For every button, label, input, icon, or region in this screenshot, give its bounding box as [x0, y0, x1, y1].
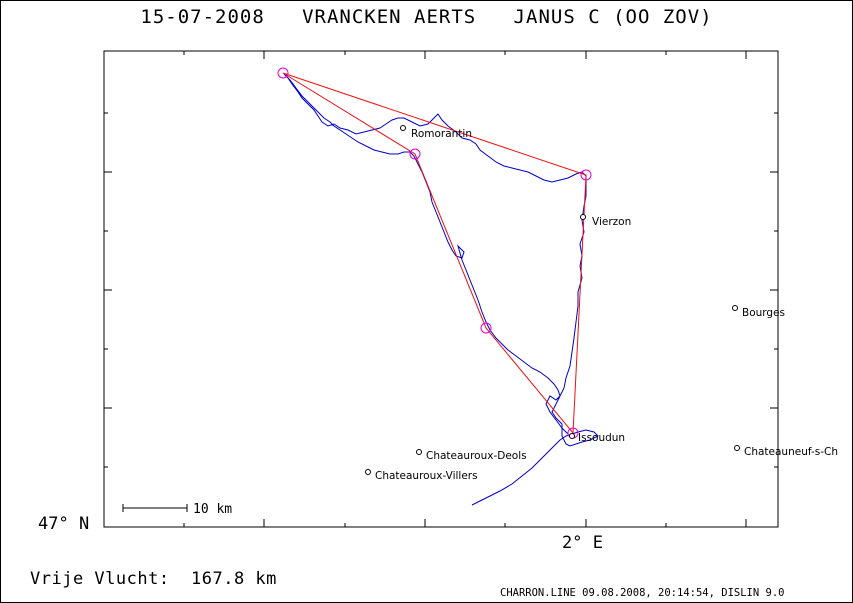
- city-label: Chateauneuf-s-Ch: [744, 446, 838, 458]
- plot-frame: [103, 50, 779, 528]
- city-label: Romorantin: [411, 128, 472, 140]
- city-marker: [365, 469, 371, 475]
- task-route: [282, 72, 587, 435]
- longitude-label: 2° E: [562, 533, 603, 553]
- city-marker: [734, 445, 740, 451]
- turnpoint-marker: [480, 322, 492, 334]
- city-marker: [416, 449, 422, 455]
- city-label: Issoudun: [578, 432, 625, 444]
- footer-credits: CHARRON.LINE 09.08.2008, 20:14:54, DISLI…: [500, 587, 785, 599]
- city-markers: [365, 125, 740, 475]
- city-label: Chateauroux-Villers: [375, 470, 478, 482]
- city-marker: [732, 305, 738, 311]
- scale-bar: [122, 504, 188, 512]
- city-label: Bourges: [742, 307, 785, 319]
- city-marker: [400, 125, 406, 131]
- city-marker: [580, 214, 586, 220]
- city-label: Vierzon: [592, 216, 631, 228]
- free-flight-distance: Vrije Vlucht: 167.8 km: [30, 569, 277, 589]
- map-title: 15-07-2008 VRANCKEN AERTS JANUS C (OO ZO…: [140, 6, 713, 28]
- axis-ticks: [104, 51, 778, 527]
- turnpoint-marker: [409, 148, 421, 160]
- latitude-label: 47° N: [38, 514, 90, 534]
- city-marker: [569, 433, 575, 439]
- city-label: Chateauroux-Deols: [426, 450, 527, 462]
- turnpoint-marker: [580, 169, 592, 181]
- gps-track: [283, 73, 599, 506]
- scale-bar-label: 10 km: [193, 502, 232, 517]
- turnpoint-marker: [277, 67, 289, 79]
